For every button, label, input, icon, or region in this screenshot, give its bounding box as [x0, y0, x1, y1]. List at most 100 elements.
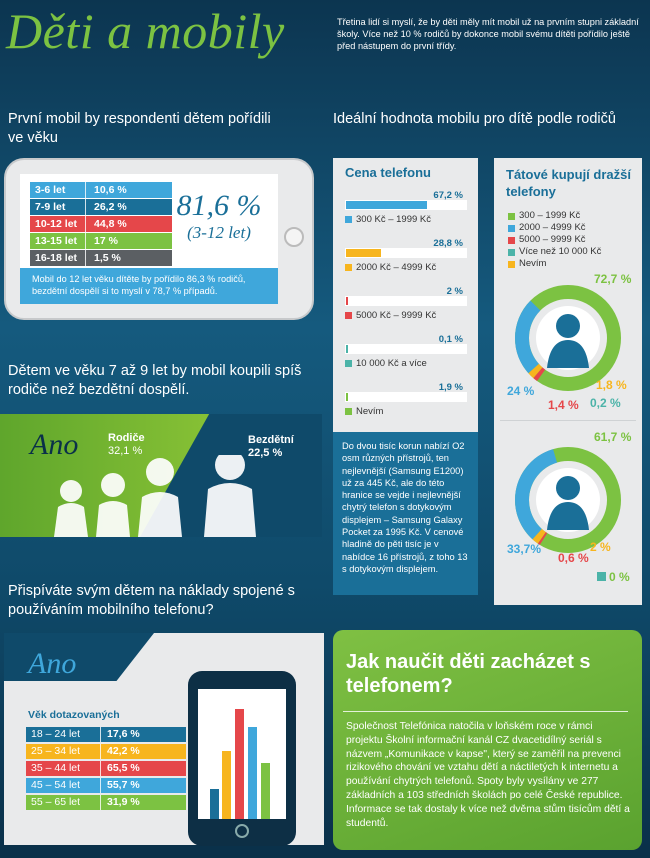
page-title: Děti a mobily	[6, 3, 285, 59]
age-row: 13-15 let 17 %	[30, 233, 172, 249]
respondent-value: 31,9 %	[100, 795, 186, 810]
age-value: 26,2 %	[85, 199, 172, 215]
age-value: 44,8 %	[85, 216, 172, 232]
mom-red-value: 1,4 %	[548, 398, 579, 412]
price-swatch	[345, 216, 352, 223]
age-value: 17 %	[85, 233, 172, 249]
price-label: 10 000 Kč a více	[345, 358, 427, 369]
dad-yellow-value: 2 %	[590, 540, 611, 554]
section1-heading: První mobil by respondenti dětem pořídil…	[8, 111, 271, 146]
dad-green-value: 61,7 %	[594, 430, 632, 444]
respondent-age: 25 – 34 let	[31, 745, 81, 757]
dad-teal-swatch	[597, 572, 606, 581]
tips-heading: Jak naučit děti zacházet s telefonem?	[346, 651, 591, 697]
price-label: 2000 Kč – 4999 Kč	[345, 262, 436, 273]
price-value: 28,8 %	[433, 238, 463, 249]
respondent-value: 42,2 %	[100, 744, 186, 759]
price-label: 300 Kč – 1999 Kč	[345, 214, 431, 225]
price-label: Nevím	[345, 406, 383, 417]
price-item: 2 % 5000 Kč – 9999 Kč	[345, 286, 467, 334]
price-value: 1,9 %	[438, 382, 463, 393]
price-value: 67,2 %	[433, 190, 463, 201]
price-value: 0,1 %	[438, 334, 463, 345]
age-value: 1,5 %	[85, 250, 172, 266]
price-item: 1,9 % Nevím	[345, 382, 467, 430]
age-label: 7-9 let	[35, 201, 66, 213]
age-label: 13-15 let	[35, 235, 78, 247]
legend-item: Nevím	[508, 258, 601, 270]
tablet-screen	[198, 689, 286, 819]
legend-swatch	[508, 248, 515, 256]
legend-item: 2000 – 4999 Kč	[508, 222, 601, 234]
respondent-age: 18 – 24 let	[31, 728, 81, 740]
dad-donut-chart	[515, 447, 621, 553]
dad-blue-value: 33,7%	[507, 542, 542, 556]
age-row: 3-6 let 10,6 %	[30, 182, 172, 198]
price-list: 67,2 % 300 Kč – 1999 Kč 28,8 % 2000 Kč – 49…	[333, 190, 478, 430]
big-percentage: 81,6 % (3-12 let)	[165, 190, 273, 244]
age-label: 16-18 let	[35, 252, 78, 264]
dads-title: Tátové kupují dražší telefony	[506, 167, 631, 199]
intro-text: Třetina lidí si myslí, že by děti měly m…	[337, 17, 639, 51]
price-item: 28,8 % 2000 Kč – 4999 Kč	[345, 238, 467, 286]
price-label-text: Nevím	[356, 406, 384, 417]
legend-label: 300 – 1999 Kč	[519, 210, 581, 221]
price-bar-track	[345, 296, 467, 306]
legend-swatch	[508, 260, 515, 268]
family-silhouettes-icon	[54, 455, 256, 537]
tablet-bar-2	[222, 751, 231, 819]
price-bar-track	[345, 392, 467, 402]
respondent-age: 35 – 44 let	[31, 762, 81, 774]
section1-note: Mobil do 12 let věku dítěte by pořídilo …	[20, 268, 278, 304]
price-bar	[346, 201, 427, 209]
price-bar-track	[345, 344, 467, 354]
price-swatch	[345, 408, 352, 415]
tablet-bar-3	[235, 709, 244, 819]
age-label: 10-12 let	[35, 218, 78, 230]
legend-item: Více než 10 000 Kč	[508, 246, 601, 258]
price-title: Cena telefonu	[345, 165, 431, 180]
price-swatch	[345, 360, 352, 367]
age-label: 3-6 let	[35, 184, 66, 196]
respondent-row: 25 – 34 let 42,2 %	[26, 744, 186, 759]
tablet-bar-4	[248, 727, 257, 819]
respondent-value: 17,6 %	[100, 727, 186, 742]
price-swatch	[345, 312, 352, 319]
legend-item: 300 – 1999 Kč	[508, 210, 601, 222]
legend-item: 5000 – 9999 Kč	[508, 234, 601, 246]
respondent-row: 55 – 65 let 31,9 %	[26, 795, 186, 810]
bezdetni-label: Bezdětní 22,5 %	[248, 434, 294, 459]
tips-text: Společnost Telefónica natočila v loňském…	[346, 721, 630, 829]
tips-divider	[343, 711, 628, 712]
price-item: 0,1 % 10 000 Kč a více	[345, 334, 467, 382]
divider	[500, 420, 636, 421]
respondent-row: 35 – 44 let 65,5 %	[26, 761, 186, 776]
mom-blue-value: 24 %	[507, 384, 535, 398]
price-label-text: 300 Kč – 1999 Kč	[356, 214, 431, 225]
price-label-text: 10 000 Kč a více	[356, 358, 427, 369]
dads-legend: 300 – 1999 Kč 2000 – 4999 Kč 5000 – 9999 K…	[508, 210, 601, 270]
price-item: 67,2 % 300 Kč – 1999 Kč	[345, 190, 467, 238]
respondent-row: 18 – 24 let 17,6 %	[26, 727, 186, 742]
price-label-text: 5000 Kč – 9999 Kč	[356, 310, 437, 321]
price-value: 2 %	[446, 286, 463, 297]
phone-home-button	[284, 227, 304, 247]
respondent-value: 55,7 %	[100, 778, 186, 793]
respondent-age: 55 – 65 let	[31, 796, 81, 808]
ano-label-2: Ano	[28, 647, 77, 680]
ano-label: Ano	[30, 428, 79, 461]
section3-heading: Přispíváte svým dětem na náklady spojené…	[8, 583, 295, 618]
mom-teal-value: 0,2 %	[590, 396, 621, 410]
mom-donut-chart	[515, 285, 621, 391]
tablet-bar-5	[261, 763, 270, 819]
price-bar	[346, 345, 348, 353]
age-table-title: Věk dotazovaných	[28, 709, 120, 721]
dad-teal-value: 0 %	[609, 570, 630, 584]
legend-label: Nevím	[519, 258, 547, 269]
tablet-home-button	[235, 824, 249, 838]
price-label-text: 2000 Kč – 4999 Kč	[356, 262, 437, 273]
tips-box	[333, 630, 642, 850]
legend-swatch	[508, 224, 515, 232]
tablet-bar-1	[210, 789, 219, 819]
price-label: 5000 Kč – 9999 Kč	[345, 310, 436, 321]
